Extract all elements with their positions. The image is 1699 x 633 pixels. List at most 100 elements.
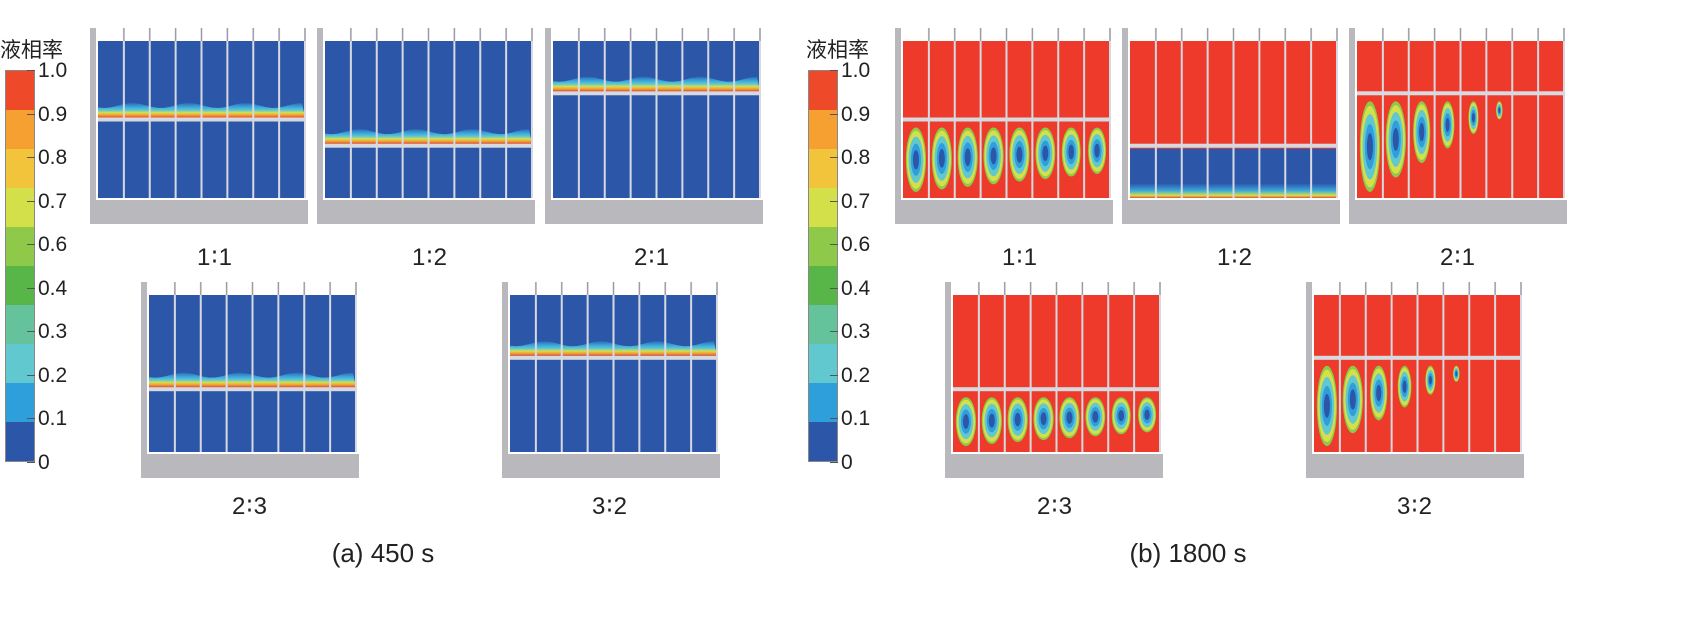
phase-field-panel — [945, 282, 1163, 478]
colorbar-b — [808, 70, 838, 462]
colorbar-segment — [6, 227, 34, 266]
solid-pocket — [962, 414, 969, 429]
colorbar-tick-mark — [27, 374, 35, 376]
wall-bottom — [1306, 454, 1524, 478]
phase-field-panel — [545, 28, 763, 224]
caption-a: (a) 450 s — [331, 538, 435, 568]
colorbar-segment — [6, 266, 34, 305]
colorbar-segment — [6, 188, 34, 227]
panel-b-2-3 — [945, 282, 1163, 478]
colorbar-tick-label: 0.8 — [38, 146, 68, 170]
panel-a-2-3 — [141, 282, 359, 478]
colorbar-tick-mark — [830, 244, 838, 246]
colorbar-tick-mark — [830, 374, 838, 376]
colorbar-segment — [809, 227, 837, 266]
solid-pocket — [1014, 412, 1021, 427]
colorbar-title-a: 液相率 — [0, 39, 63, 62]
horizontal-fin — [903, 117, 1110, 122]
wall-left — [945, 282, 951, 478]
colorbar-tick-label: 0.2 — [841, 363, 871, 387]
phase-field-panel — [317, 28, 535, 224]
label-a-3-2: 3∶2 — [592, 493, 628, 520]
colorbar-segment — [6, 71, 34, 110]
solid-pocket — [912, 150, 919, 170]
solid-pocket — [1402, 380, 1407, 393]
colorbar-tick-label: 0.6 — [841, 233, 871, 257]
phase-field-panel — [502, 282, 720, 478]
horizontal-fin — [149, 387, 356, 392]
colorbar-tick-mark — [27, 418, 35, 420]
colorbar-tick-mark — [27, 113, 35, 115]
solid-pocket — [964, 148, 971, 167]
wall-bottom — [895, 200, 1113, 224]
colorbar-tick-label: 0.2 — [38, 363, 68, 387]
colorbar-tick-mark — [27, 200, 35, 202]
colorbar-tick-label: 0.1 — [841, 407, 871, 431]
colorbar-tick-label: 1.0 — [38, 59, 68, 82]
label-b-3-2: 3∶2 — [1397, 493, 1433, 520]
label-b-2-3: 2∶3 — [1037, 493, 1073, 520]
wall-left — [502, 282, 508, 478]
solid-pocket — [990, 147, 997, 165]
phase-field-panel — [141, 282, 359, 478]
wall-bottom — [141, 454, 359, 478]
wall-left — [1306, 282, 1312, 478]
colorbar-tick-mark — [830, 462, 838, 463]
colorbar-segment — [809, 110, 837, 149]
horizontal-fin — [1130, 143, 1337, 148]
phase-field-panel — [1122, 28, 1340, 224]
colorbar-tick-mark — [27, 462, 35, 463]
colorbar-segment — [809, 383, 837, 422]
colorbar-tick-label: 0.7 — [38, 189, 68, 213]
phase-field-panel — [90, 28, 308, 224]
colorbar-tick-label: 0.9 — [38, 102, 68, 126]
colorbar-a — [5, 70, 35, 462]
colorbar-segment — [809, 266, 837, 305]
colorbar-segment — [809, 344, 837, 383]
colorbar-tick-label: 0.1 — [38, 407, 68, 431]
wall-bottom — [502, 454, 720, 478]
solid-pocket — [1092, 410, 1099, 423]
colorbar-segment — [6, 110, 34, 149]
solid-pocket — [1392, 127, 1399, 151]
wall-left — [90, 28, 96, 224]
colorbar-segment — [809, 305, 837, 344]
solid-pocket — [1016, 146, 1023, 163]
wall-bottom — [1122, 200, 1340, 224]
colorbar-title-b: 液相率 — [806, 39, 869, 62]
solid-pocket — [1068, 144, 1075, 160]
solid-pocket — [1445, 117, 1450, 132]
horizontal-fin — [98, 117, 305, 122]
colorbar-tick-mark — [830, 70, 838, 71]
colorbar-tick-mark — [830, 287, 838, 289]
panel-b-1-2 — [1122, 28, 1340, 224]
colorbar-tick-label: 1.0 — [841, 59, 871, 82]
wall-left — [895, 28, 901, 224]
solid-pocket — [1349, 389, 1356, 410]
colorbar-tick-mark — [27, 331, 35, 333]
solid-pocket — [1040, 412, 1047, 426]
colorbar-tick-mark — [830, 418, 838, 420]
horizontal-fin — [325, 143, 532, 148]
colorbar-tick-mark — [830, 331, 838, 333]
colorbar-tick-label: 0 — [38, 451, 50, 474]
phase-field-panel — [1349, 28, 1567, 224]
wall-left — [141, 282, 147, 478]
wall-left — [545, 28, 551, 224]
colorbar-segment — [809, 422, 837, 461]
wall-bottom — [1349, 200, 1567, 224]
colorbar-tick-label: 0.3 — [841, 320, 871, 344]
colorbar-tick-label: 0.4 — [38, 276, 68, 300]
colorbar-tick-mark — [27, 244, 35, 246]
wall-left — [1122, 28, 1128, 224]
wall-bottom — [317, 200, 535, 224]
colorbar-segment — [6, 383, 34, 422]
colorbar-tick-label: 0.4 — [841, 276, 871, 300]
colorbar-tick-label: 0.3 — [38, 320, 68, 344]
solid-pocket — [1471, 112, 1475, 123]
horizontal-fin — [953, 387, 1160, 392]
colorbar-tick-mark — [27, 287, 35, 289]
wall-bottom — [545, 200, 763, 224]
solid-pocket — [1094, 143, 1100, 158]
label-a-2-1: 2∶1 — [634, 244, 670, 271]
